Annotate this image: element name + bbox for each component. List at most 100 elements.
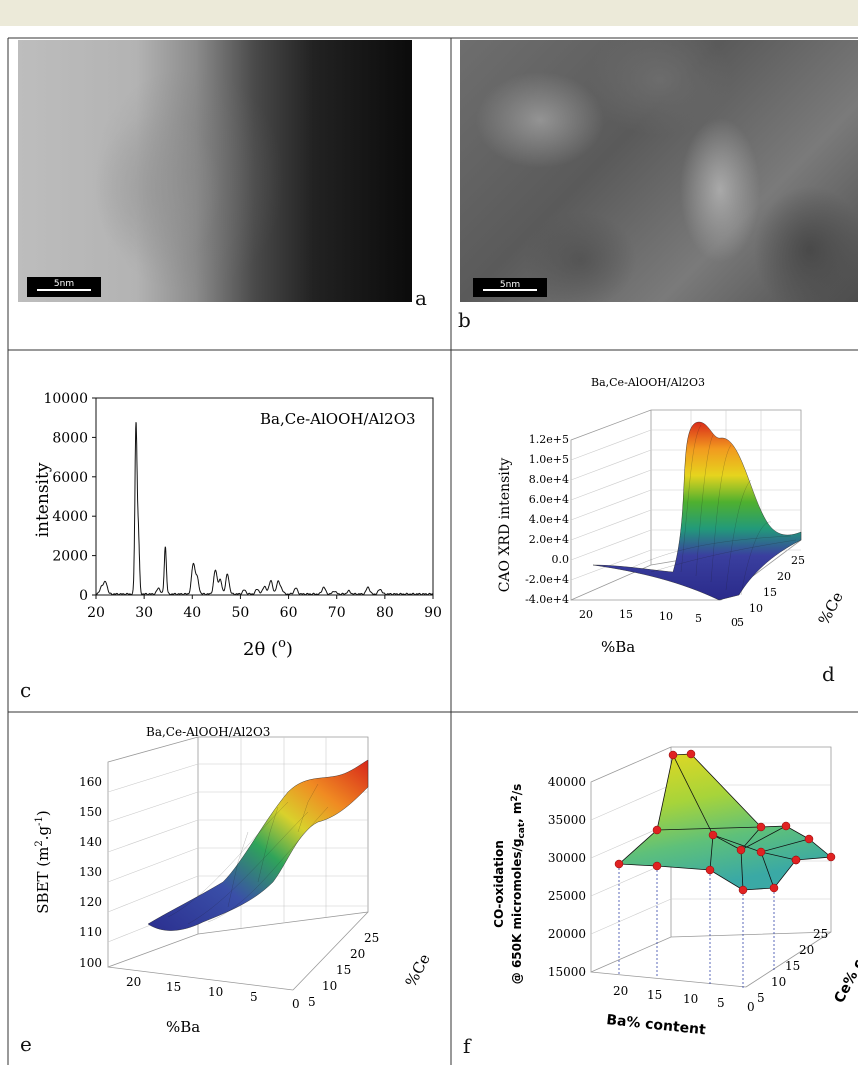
z-tick-label: -4.0e+4 — [525, 593, 569, 606]
z-tick-labels: 15000 20000 25000 30000 35000 40000 — [548, 775, 586, 979]
y-tick-label: 2000 — [52, 549, 88, 565]
tem-image-a: 5nm — [18, 40, 412, 302]
surface — [148, 760, 368, 931]
x-tick-label: 20 — [613, 984, 628, 998]
y-tick-label: 10000 — [43, 391, 88, 407]
scale-bar: 5nm — [473, 278, 547, 297]
z-tick-label: 1.2e+5 — [529, 433, 569, 446]
y-axis-label: %Ce — [402, 951, 434, 990]
x-tick-label: 20 — [579, 608, 593, 621]
z-tick-label: 2.0e+4 — [529, 533, 569, 546]
y-tick-labels: 5 10 15 20 25 — [757, 927, 828, 1005]
surface — [593, 422, 801, 600]
panel-label-d: d — [822, 662, 835, 686]
y-tick-label: 10 — [749, 602, 763, 615]
y-tick-label: 20 — [350, 947, 365, 961]
y-tick-label: 5 — [737, 616, 744, 629]
z-tick-label: 35000 — [548, 813, 586, 827]
x-tick-label: 0 — [292, 997, 300, 1011]
z-tick-label: 30000 — [548, 851, 586, 865]
x-tick-label: 60 — [280, 605, 298, 621]
z-tick-label: 0.0 — [552, 553, 570, 566]
x-tick-label: 5 — [717, 996, 725, 1010]
x-tick-label: 40 — [183, 605, 201, 621]
y-tick-label: 8000 — [52, 430, 88, 446]
y-tick-label: 25 — [813, 927, 828, 941]
z-tick-labels: -4.0e+4 -2.0e+4 0.0 2.0e+4 4.0e+4 6.0e+4 8.0e+… — [525, 433, 569, 606]
xrd-surface-chart: -4.0e+4 -2.0e+4 0.0 2.0e+4 4.0e+4 6.0e+4 8.0e+… — [451, 350, 858, 712]
z-tick-label: 4.0e+4 — [529, 513, 569, 526]
x-tick-label: 15 — [619, 608, 633, 621]
panel-label-f: f — [463, 1034, 470, 1058]
x-tick-label: 5 — [250, 990, 258, 1004]
y-tick-label: 10 — [322, 979, 337, 993]
y-axis-label: intensity — [33, 462, 53, 537]
chart-title: Ba,Ce-AlOOH/Al2O3 — [146, 725, 270, 739]
x-axis-label: %Ba — [601, 638, 635, 656]
y-axis-label: Ce% content — [831, 910, 858, 1006]
y-tick-label: 4000 — [52, 509, 88, 525]
z-tick-label: 110 — [79, 925, 102, 939]
z-axis-label-line1: CO-oxidation — [492, 840, 506, 928]
z-tick-label: 1.0e+5 — [529, 453, 569, 466]
z-tick-label: 20000 — [548, 927, 586, 941]
z-tick-label: 15000 — [548, 965, 586, 979]
panel-label-c: c — [20, 678, 31, 702]
y-tick-label: 20 — [799, 943, 814, 957]
z-axis-label: SBET (m2.g-1) — [34, 810, 52, 913]
panel-label-e: e — [20, 1032, 32, 1056]
z-tick-label: 6.0e+4 — [529, 493, 569, 506]
z-tick-label: 130 — [79, 865, 102, 879]
x-tick-labels: 20 15 10 5 0 — [579, 608, 738, 629]
y-tick-label: 15 — [336, 963, 351, 977]
z-tick-label: 40000 — [548, 775, 586, 789]
scale-bar: 5nm — [27, 277, 101, 297]
grid-lines — [108, 737, 368, 942]
y-tick-label: 20 — [777, 570, 791, 583]
chart-title: Ba,Ce-AlOOH/Al2O3 — [260, 410, 416, 428]
z-tick-labels: 100110120130140150160 — [79, 775, 102, 970]
z-axis-label: CAO XRD intensity — [497, 458, 513, 593]
x-tick-label: 10 — [683, 992, 698, 1006]
x-tick-label: 50 — [232, 605, 250, 621]
y-tick-label: 5 — [757, 991, 765, 1005]
z-tick-label: 100 — [79, 956, 102, 970]
y-tick-label: 0 — [79, 588, 88, 604]
z-tick-label: 120 — [79, 895, 102, 909]
x-axis-label: Ba% content — [606, 1012, 707, 1038]
x-tick-label: 70 — [328, 605, 346, 621]
z-tick-label: 160 — [79, 775, 102, 789]
x-axis-label: %Ba — [166, 1018, 200, 1036]
y-tick-label: 15 — [785, 959, 800, 973]
chart-title: Ba,Ce-AlOOH/Al2O3 — [591, 376, 705, 389]
x-tick-label: 20 — [87, 605, 105, 621]
x-tick-labels: 20 15 10 5 0 — [613, 984, 755, 1014]
x-tick-label: 10 — [208, 985, 223, 999]
x-tick-label: 5 — [695, 612, 702, 625]
y-tick-label: 6000 — [52, 470, 88, 486]
y-tick-label: 5 — [308, 995, 316, 1009]
x-tick-label: 15 — [647, 988, 662, 1002]
z-tick-label: 25000 — [548, 889, 586, 903]
panel-label-a: a — [415, 286, 427, 310]
x-tick-label: 30 — [135, 605, 153, 621]
tem-image-b: 5nm — [460, 40, 858, 302]
z-tick-label: 8.0e+4 — [529, 473, 569, 486]
x-tick-label: 0 — [747, 1000, 755, 1014]
y-axis-label: %Ce — [815, 589, 847, 628]
x-tick-label: 20 — [126, 975, 141, 989]
x-tick-label: 10 — [659, 610, 673, 623]
z-tick-label: -2.0e+4 — [525, 573, 569, 586]
x-tick-label: 90 — [424, 605, 442, 621]
z-tick-label: 150 — [79, 805, 102, 819]
y-tick-label: 10 — [771, 975, 786, 989]
x-tick-label: 15 — [166, 980, 181, 994]
y-tick-label: 25 — [364, 931, 379, 945]
y-tick-label: 25 — [791, 554, 805, 567]
y-tick-label: 15 — [763, 586, 777, 599]
xrd-pattern-line — [96, 422, 433, 595]
x-tick-label: 80 — [376, 605, 394, 621]
panel-label-b: b — [458, 308, 471, 332]
